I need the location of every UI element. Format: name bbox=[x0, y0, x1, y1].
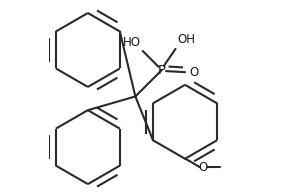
Text: HO: HO bbox=[123, 36, 141, 49]
Text: O: O bbox=[189, 66, 198, 79]
Text: O: O bbox=[198, 161, 208, 174]
Text: OH: OH bbox=[178, 33, 196, 46]
Text: P: P bbox=[158, 64, 166, 77]
